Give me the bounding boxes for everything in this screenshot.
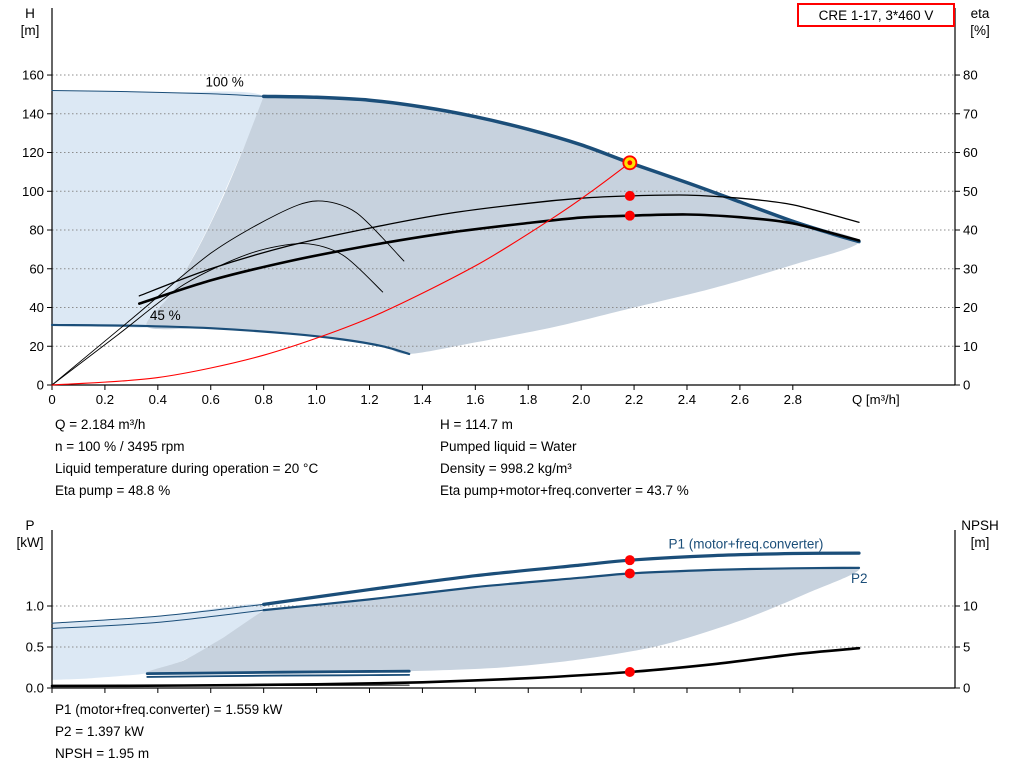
- eta-pump-curve: [138, 194, 860, 297]
- y-tick-right-label: 20: [963, 300, 978, 315]
- y-tick-left-label: 160: [22, 68, 44, 83]
- power-axis-symbol: P: [25, 518, 35, 533]
- x-tick-label: 1.4: [413, 392, 431, 407]
- p2-curve: [262, 566, 861, 612]
- x-tick-label: 2.6: [731, 392, 749, 407]
- speed-label-100: 100 %: [205, 75, 243, 90]
- y-tick-left-label: 100: [22, 184, 44, 199]
- info-npsh: NPSH = 1.95 m: [55, 746, 150, 761]
- x-tick-label: 1.8: [519, 392, 537, 407]
- duty-point-center: [627, 160, 633, 166]
- eta-total-point: [624, 210, 635, 221]
- x-tick-label: 0.4: [149, 392, 167, 407]
- eta-axis-symbol: eta: [970, 6, 990, 21]
- x-tick-label: 1.2: [360, 392, 378, 407]
- qh-curve-100: [261, 94, 861, 244]
- info-p2: P2 = 1.397 kW: [55, 724, 144, 739]
- y-tick-right-label: 0: [963, 681, 970, 696]
- p1-curve: [262, 551, 861, 606]
- y-tick-left-label: 0.0: [26, 681, 44, 696]
- head-axis-label: H [m]: [8, 5, 52, 39]
- pump-type-box: CRE 1-17, 3*460 V: [797, 3, 955, 27]
- y-tick-left-label: 0.5: [26, 640, 44, 655]
- npsh-axis-unit: [m]: [970, 535, 990, 550]
- y-tick-right-label: 70: [963, 106, 978, 121]
- eta-reduced-speed-1: [51, 200, 405, 386]
- x-tick-label: 1.0: [307, 392, 325, 407]
- head-axis-unit: [m]: [20, 23, 40, 38]
- y-tick-right-label: 40: [963, 223, 978, 238]
- npsh-curve: [50, 646, 861, 688]
- qh-curve-45: [50, 323, 411, 356]
- info-p1: P1 (motor+freq.converter) = 1.559 kW: [55, 702, 283, 717]
- y-tick-right-label: 50: [963, 184, 978, 199]
- system-curve: [51, 162, 631, 386]
- x-tick-label: 0: [48, 392, 55, 407]
- p1-curve-thin: [51, 603, 265, 624]
- pump-type-label: CRE 1-17, 3*460 V: [818, 7, 934, 23]
- eta-reduced-speed-2: [51, 243, 384, 386]
- npsh-point: [624, 667, 635, 678]
- y-tick-right-label: 5: [963, 640, 970, 655]
- y-tick-right-label: 10: [963, 599, 978, 614]
- speed-label-45: 45 %: [150, 308, 181, 323]
- eta-pump-point: [624, 190, 635, 201]
- speed-range-light: [52, 90, 267, 328]
- x-tick-label: 2.4: [678, 392, 696, 407]
- power-axis-label: P [kW]: [4, 517, 56, 551]
- p1-curve-45: [145, 669, 411, 676]
- power-axis-unit: [kW]: [16, 535, 44, 550]
- x-tick-label: 1.6: [466, 392, 484, 407]
- eta-total-curve: [138, 213, 861, 305]
- y-tick-right-label: 10: [963, 339, 978, 354]
- y-tick-left-label: 60: [29, 261, 44, 276]
- info-flow: Q = 2.184 m³/h: [55, 417, 146, 432]
- info-eta-pump: Eta pump = 48.8 %: [55, 483, 171, 498]
- p1-curve-label: P1 (motor+freq.converter): [668, 537, 823, 552]
- info-head: H = 114.7 m: [440, 417, 513, 432]
- x-tick-label: 2.0: [572, 392, 590, 407]
- p2-curve-thin: [51, 609, 265, 630]
- y-tick-left-label: 120: [22, 145, 44, 160]
- p1-point: [624, 555, 635, 566]
- y-tick-right-label: 0: [963, 378, 970, 393]
- y-tick-left-label: 1.0: [26, 599, 44, 614]
- npsh-axis-symbol: NPSH: [961, 518, 999, 533]
- x-tick-label: 2.8: [784, 392, 802, 407]
- x-tick-label: 0.6: [202, 392, 220, 407]
- info-liquid-temperature: Liquid temperature during operation = 20…: [55, 461, 319, 476]
- info-pumped-liquid: Pumped liquid = Water: [440, 439, 577, 454]
- info-eta-total: Eta pump+motor+freq.converter = 43.7 %: [440, 483, 689, 498]
- p2-curve-label: P2: [851, 571, 868, 586]
- duty-info-left: Q = 2.184 m³/h n = 100 % / 3495 rpm Liqu…: [55, 414, 318, 502]
- y-tick-left-label: 140: [22, 106, 44, 121]
- head-axis-symbol: H: [25, 6, 35, 21]
- power-range-light: [52, 603, 265, 680]
- x-axis-title: Q [m³/h]: [852, 392, 900, 407]
- x-tick-label: 0.8: [254, 392, 272, 407]
- y-tick-left-label: 0: [37, 378, 44, 393]
- y-tick-left-label: 40: [29, 300, 44, 315]
- qh-eta-chart: 0 0.2 0.4 0.6 0.8 1.0 1.2 1.4 1.6 1.8 2.0 2.2 2.4 2.6…: [22, 8, 978, 407]
- y-tick-right-label: 30: [963, 261, 978, 276]
- p2-point: [624, 568, 635, 579]
- info-speed: n = 100 % / 3495 rpm: [55, 439, 185, 454]
- y-tick-left-label: 80: [29, 223, 44, 238]
- y-tick-right-label: 60: [963, 145, 978, 160]
- npsh-axis-label: NPSH [m]: [948, 517, 1012, 551]
- x-tick-label: 2.2: [625, 392, 643, 407]
- power-npsh-chart: 0.0 0.5 1.0 0 5 10 P1 (motor+freq.converter) P2: [26, 530, 978, 696]
- x-tick-label: 0.2: [96, 392, 114, 407]
- power-info: P1 (motor+freq.converter) = 1.559 kW P2 …: [55, 699, 282, 765]
- duty-info-right: H = 114.7 m Pumped liquid = Water Densit…: [440, 414, 689, 502]
- y-tick-right-label: 80: [963, 68, 978, 83]
- p2-curve-45: [146, 674, 411, 678]
- eta-axis-unit: [%]: [970, 23, 990, 38]
- info-density: Density = 998.2 kg/m³: [440, 461, 572, 476]
- eta-axis-label: eta [%]: [948, 5, 1012, 39]
- qh-curve-100-thin: [51, 90, 265, 97]
- y-tick-left-label: 20: [29, 339, 44, 354]
